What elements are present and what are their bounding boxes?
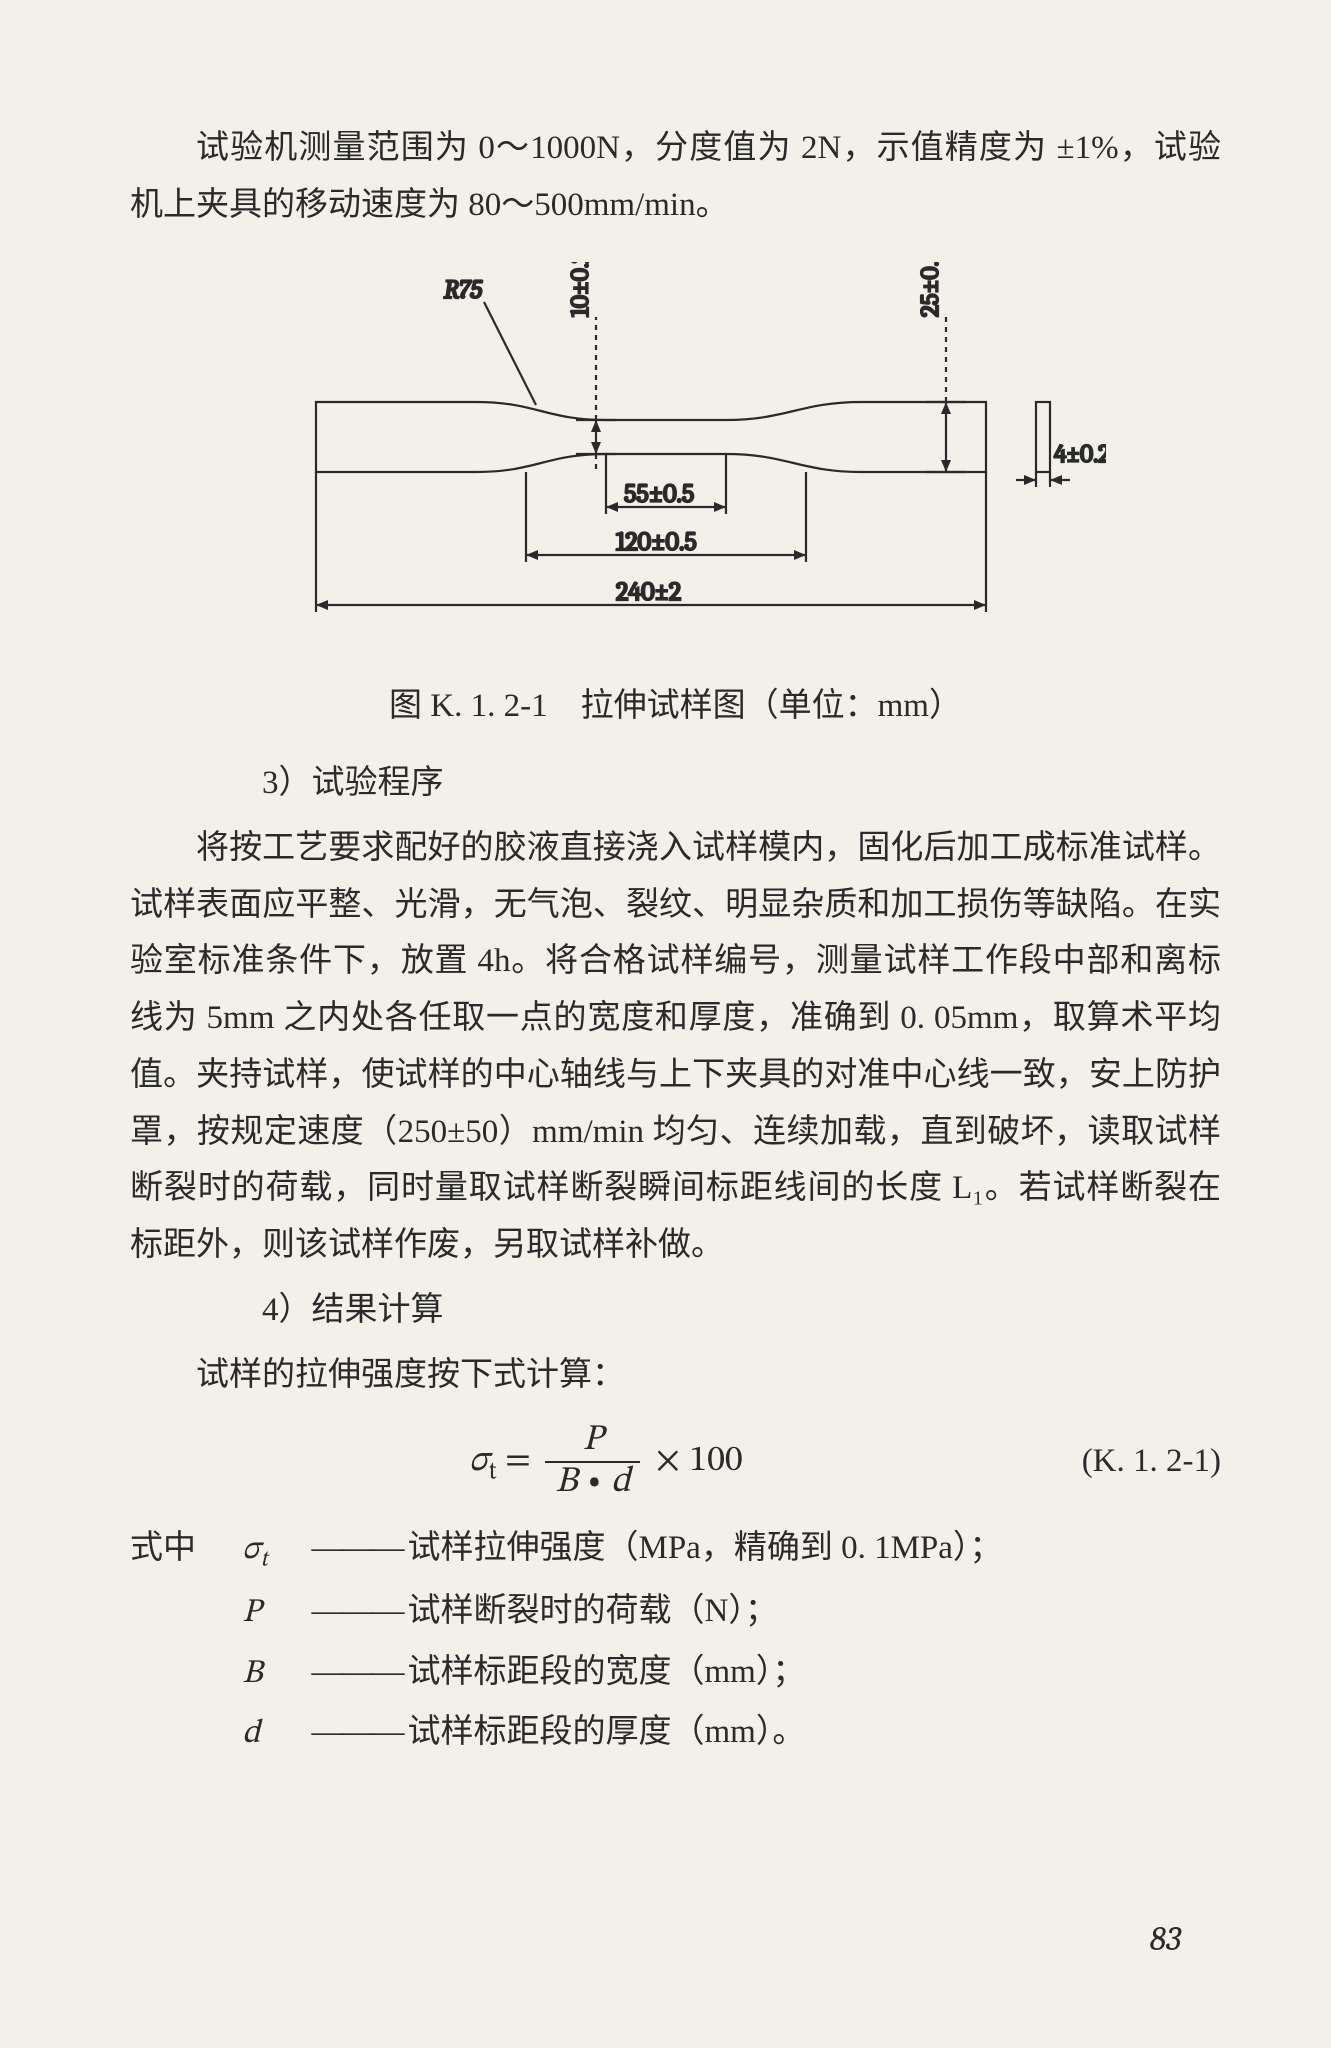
where-block: 式中σt———试样拉伸强度（MPa，精确到 0. 1MPa）；P———试样断裂时… [130,1520,1221,1763]
page-number: 83 [1150,1910,1181,1968]
eq-den-b: B [555,1464,577,1500]
dim-total: 240±2 [616,577,681,607]
eq-fraction: PB • d [545,1421,640,1502]
where-dash: ——— [311,1704,401,1761]
where-dash: ——— [311,1644,401,1701]
where-line: B———试样标距段的宽度（mm）； [130,1644,1221,1703]
dim-wide-height: 25±0.5 [916,262,945,317]
equation-label: (K. 1. 2-1) [1082,1433,1221,1490]
page-root: 试验机测量范围为 0～1000N，分度值为 2N，示值精度为 ±1%，试验机上夹… [0,0,1331,2048]
section-4-intro: 试样的拉伸强度按下式计算： [130,1347,1221,1404]
eq-num: P [545,1421,640,1463]
where-desc: 试样标距段的宽度（mm）； [407,1644,1221,1701]
eq-sigma-sub: t [489,1460,497,1485]
figure-caption: 图 K. 1. 2-1 拉伸试样图（单位：mm） [130,678,1221,735]
where-dash: ——— [311,1583,401,1640]
eq-sigma: σ [469,1443,489,1479]
where-symbol: P [242,1585,311,1642]
tensile-specimen-figure: R75 10±0.2 [130,262,1221,651]
section-3-label: 3）试验程序 [130,755,1221,812]
eq-tail: × 100 [646,1443,742,1479]
section-3-paragraph: 将按工艺要求配好的胶液直接浇入试样模内，固化后加工成标准试样。试样表面应平整、光… [130,820,1221,1274]
where-line: 式中σt———试样拉伸强度（MPa，精确到 0. 1MPa）； [130,1520,1221,1580]
dim-mid: 120±0.5 [616,527,697,557]
dim-thickness: 4±0.2 [1054,440,1106,469]
eq-den-d: d [611,1464,630,1500]
where-symbol: B [242,1646,311,1703]
eq-den-dot: • [578,1464,611,1500]
where-symbol: σt [242,1522,311,1580]
where-line: P———试样断裂时的荷载（N）； [130,1583,1221,1642]
where-desc: 试样标距段的厚度（mm）。 [407,1704,1221,1761]
equation-body: σt = PB • d × 100 [130,1421,1082,1502]
where-line: d———试样标距段的厚度（mm）。 [130,1704,1221,1763]
where-desc: 试样断裂时的荷载（N）； [407,1583,1221,1640]
section-4-label: 4）结果计算 [130,1282,1221,1339]
where-symbol: d [242,1706,311,1763]
where-desc: 试样拉伸强度（MPa，精确到 0. 1MPa）； [407,1520,1221,1577]
tensile-specimen-svg: R75 10±0.2 [246,262,1106,632]
dim-gauge: 55±0.5 [624,479,694,509]
intro-paragraph: 试验机测量范围为 0～1000N，分度值为 2N，示值精度为 ±1%，试验机上夹… [130,120,1221,234]
where-prefix: 式中 [130,1520,242,1577]
eq-equals: = [497,1443,540,1479]
dim-r75: R75 [444,275,482,305]
equation-row: σt = PB • d × 100 (K. 1. 2-1) [130,1421,1221,1502]
where-dash: ——— [311,1520,401,1577]
dim-narrow-height: 10±0.2 [566,262,595,317]
eq-den: B • d [545,1463,640,1503]
